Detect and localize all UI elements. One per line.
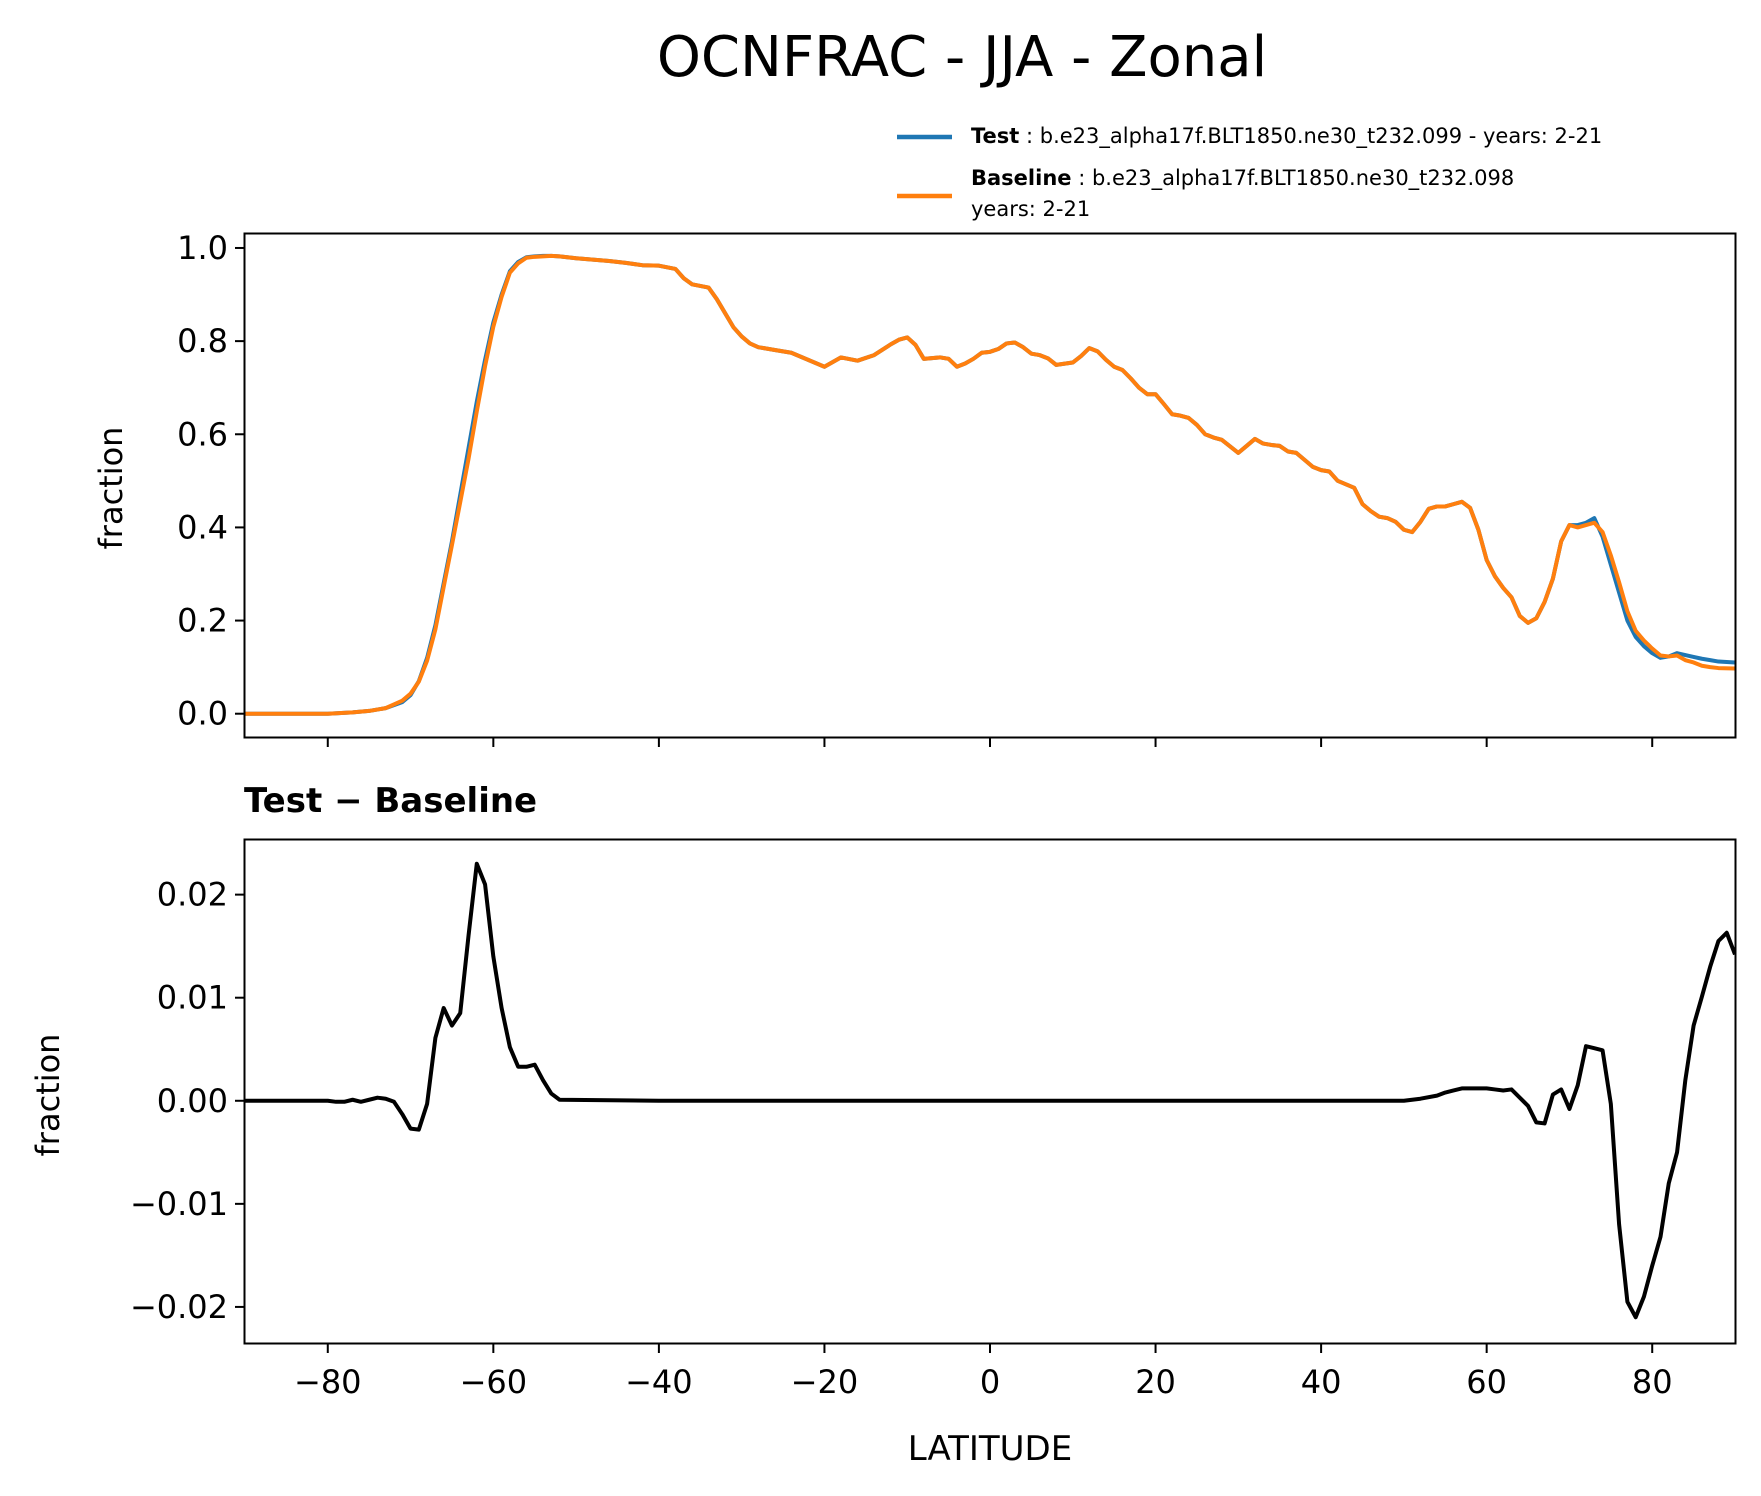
top-series-baseline-line	[245, 253, 1735, 716]
bottom-xtick-label: 60	[1466, 1363, 1507, 1401]
legend-test-text: : b.e23_alpha17f.BLT1850.ne30_t232.099 -…	[1019, 124, 1602, 149]
panel-bottom: Test − Baseline fraction −0.02 −0.01 0.00 0…	[29, 781, 1737, 1469]
bottom-ytick-label: 0.02	[157, 876, 228, 914]
legend-test-bold: Test	[971, 124, 1019, 148]
top-ytick-label: 0.4	[177, 508, 228, 546]
bottom-ylabel: fraction	[29, 1034, 67, 1157]
top-ytick-label: 0.8	[177, 322, 228, 360]
bottom-plot-area	[245, 861, 1735, 1320]
bottom-xtick-label: −20	[791, 1363, 859, 1401]
legend-baseline-label: Baseline : b.e23_alpha17f.BLT1850.ne30_t…	[971, 166, 1514, 191]
legend-test-label: Test : b.e23_alpha17f.BLT1850.ne30_t232.…	[971, 124, 1602, 149]
figure-title: OCNFRAC - JJA - Zonal	[657, 25, 1267, 90]
bottom-xticks: −80 −60 −40 −20 0 20 40 60 80	[294, 1343, 1673, 1401]
bottom-xlabel: LATITUDE	[908, 1429, 1072, 1469]
top-ylabel: fraction	[92, 427, 130, 550]
bottom-xtick-label: 80	[1632, 1363, 1673, 1401]
bottom-xtick-label: 20	[1135, 1363, 1176, 1401]
legend-baseline-text-line2: years: 2-21	[971, 197, 1090, 221]
bottom-ytick-label: −0.02	[130, 1288, 228, 1326]
bottom-xtick-label: 40	[1301, 1363, 1342, 1401]
bottom-panel-title: Test − Baseline	[244, 781, 537, 821]
bottom-series-test-baseline-line	[245, 861, 1735, 1320]
bottom-xtick-label: −60	[460, 1363, 528, 1401]
bottom-xtick-label: −40	[625, 1363, 693, 1401]
bottom-xtick-label: −80	[294, 1363, 362, 1401]
legend: Test : b.e23_alpha17f.BLT1850.ne30_t232.…	[897, 124, 1602, 221]
top-plot-area	[245, 253, 1735, 716]
legend-baseline-bold: Baseline	[971, 166, 1072, 190]
bottom-axes-frame	[243, 838, 1737, 1345]
top-ytick-label: 1.0	[177, 229, 228, 267]
top-ytick-label: 0.2	[177, 602, 228, 640]
bottom-ytick-label: 0.00	[157, 1082, 228, 1120]
top-ytick-label: 0.0	[177, 695, 228, 733]
bottom-xtick-label: 0	[980, 1363, 1000, 1401]
bottom-yticks: −0.02 −0.01 0.00 0.01 0.02	[130, 876, 245, 1326]
top-axes-frame	[243, 232, 1737, 739]
top-xticks	[326, 737, 1654, 747]
panel-top: fraction 0.0 0.2 0.4 0.6 0.8 1.0	[92, 229, 1737, 747]
top-yticks: 0.0 0.2 0.4 0.6 0.8 1.0	[177, 229, 245, 733]
legend-baseline-text: : b.e23_alpha17f.BLT1850.ne30_t232.098	[1072, 166, 1515, 191]
bottom-ytick-label: −0.01	[130, 1185, 228, 1223]
top-ytick-label: 0.6	[177, 415, 228, 453]
bottom-ytick-label: 0.01	[157, 979, 228, 1017]
